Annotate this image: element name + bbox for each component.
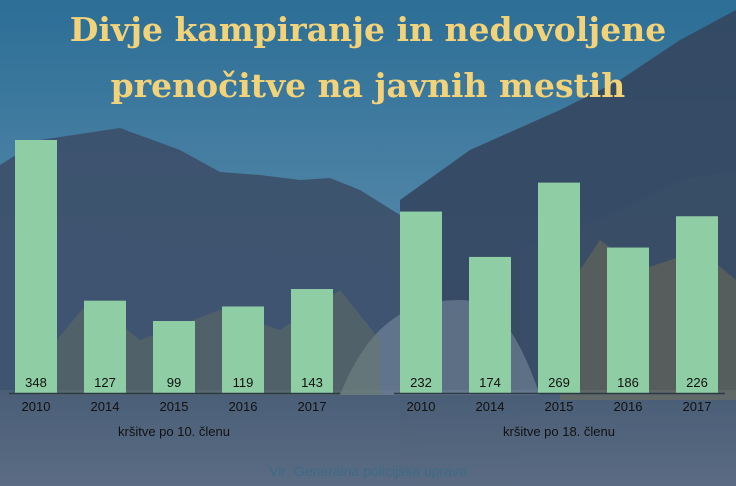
x-tick-label: 2014 xyxy=(476,399,505,414)
bar xyxy=(538,182,580,393)
x-tick-label: 2017 xyxy=(298,399,327,414)
bar-value-label: 348 xyxy=(25,375,47,390)
x-tick-label: 2014 xyxy=(91,399,120,414)
x-tick-label: 2016 xyxy=(229,399,258,414)
x-axis-label: kršitve po 18. členu xyxy=(503,424,615,439)
bar-value-label: 232 xyxy=(410,375,432,390)
chart-title-line-1: Divje kampiranje in nedovoljene xyxy=(69,10,667,49)
x-tick-label: 2016 xyxy=(614,399,643,414)
x-tick-label: 2015 xyxy=(545,399,574,414)
bar-value-label: 186 xyxy=(617,375,639,390)
bar-value-label: 226 xyxy=(686,375,708,390)
bar xyxy=(153,321,195,393)
bar-value-label: 269 xyxy=(548,375,570,390)
bar-value-label: 127 xyxy=(94,375,116,390)
x-tick-label: 2010 xyxy=(407,399,436,414)
bar xyxy=(400,211,442,393)
chart-panel-left: 348 2010 127 2014 99 2015 119 2016 143 2017 kršitv… xyxy=(9,140,340,439)
bar xyxy=(291,289,333,393)
bar xyxy=(607,247,649,393)
bar-value-label: 174 xyxy=(479,375,501,390)
bar xyxy=(15,140,57,393)
bar-value-label: 143 xyxy=(301,375,323,390)
bar xyxy=(676,216,718,393)
x-axis-label: kršitve po 10. členu xyxy=(118,424,230,439)
bar-value-label: 119 xyxy=(233,375,254,390)
bar-value-label: 99 xyxy=(167,375,181,390)
bar xyxy=(84,300,126,393)
x-tick-label: 2015 xyxy=(160,399,189,414)
bar xyxy=(469,256,511,393)
chart-panel-right: 232 2010 174 2014 269 2015 186 2016 226 2017 kršit… xyxy=(394,182,725,439)
chart-title-line-2: prenočitve na javnih mestih xyxy=(110,66,626,105)
source-note: Vir: Generalna policijska uprava xyxy=(269,463,467,479)
x-tick-label: 2010 xyxy=(22,399,51,414)
x-tick-label: 2017 xyxy=(683,399,712,414)
bar xyxy=(222,306,264,393)
